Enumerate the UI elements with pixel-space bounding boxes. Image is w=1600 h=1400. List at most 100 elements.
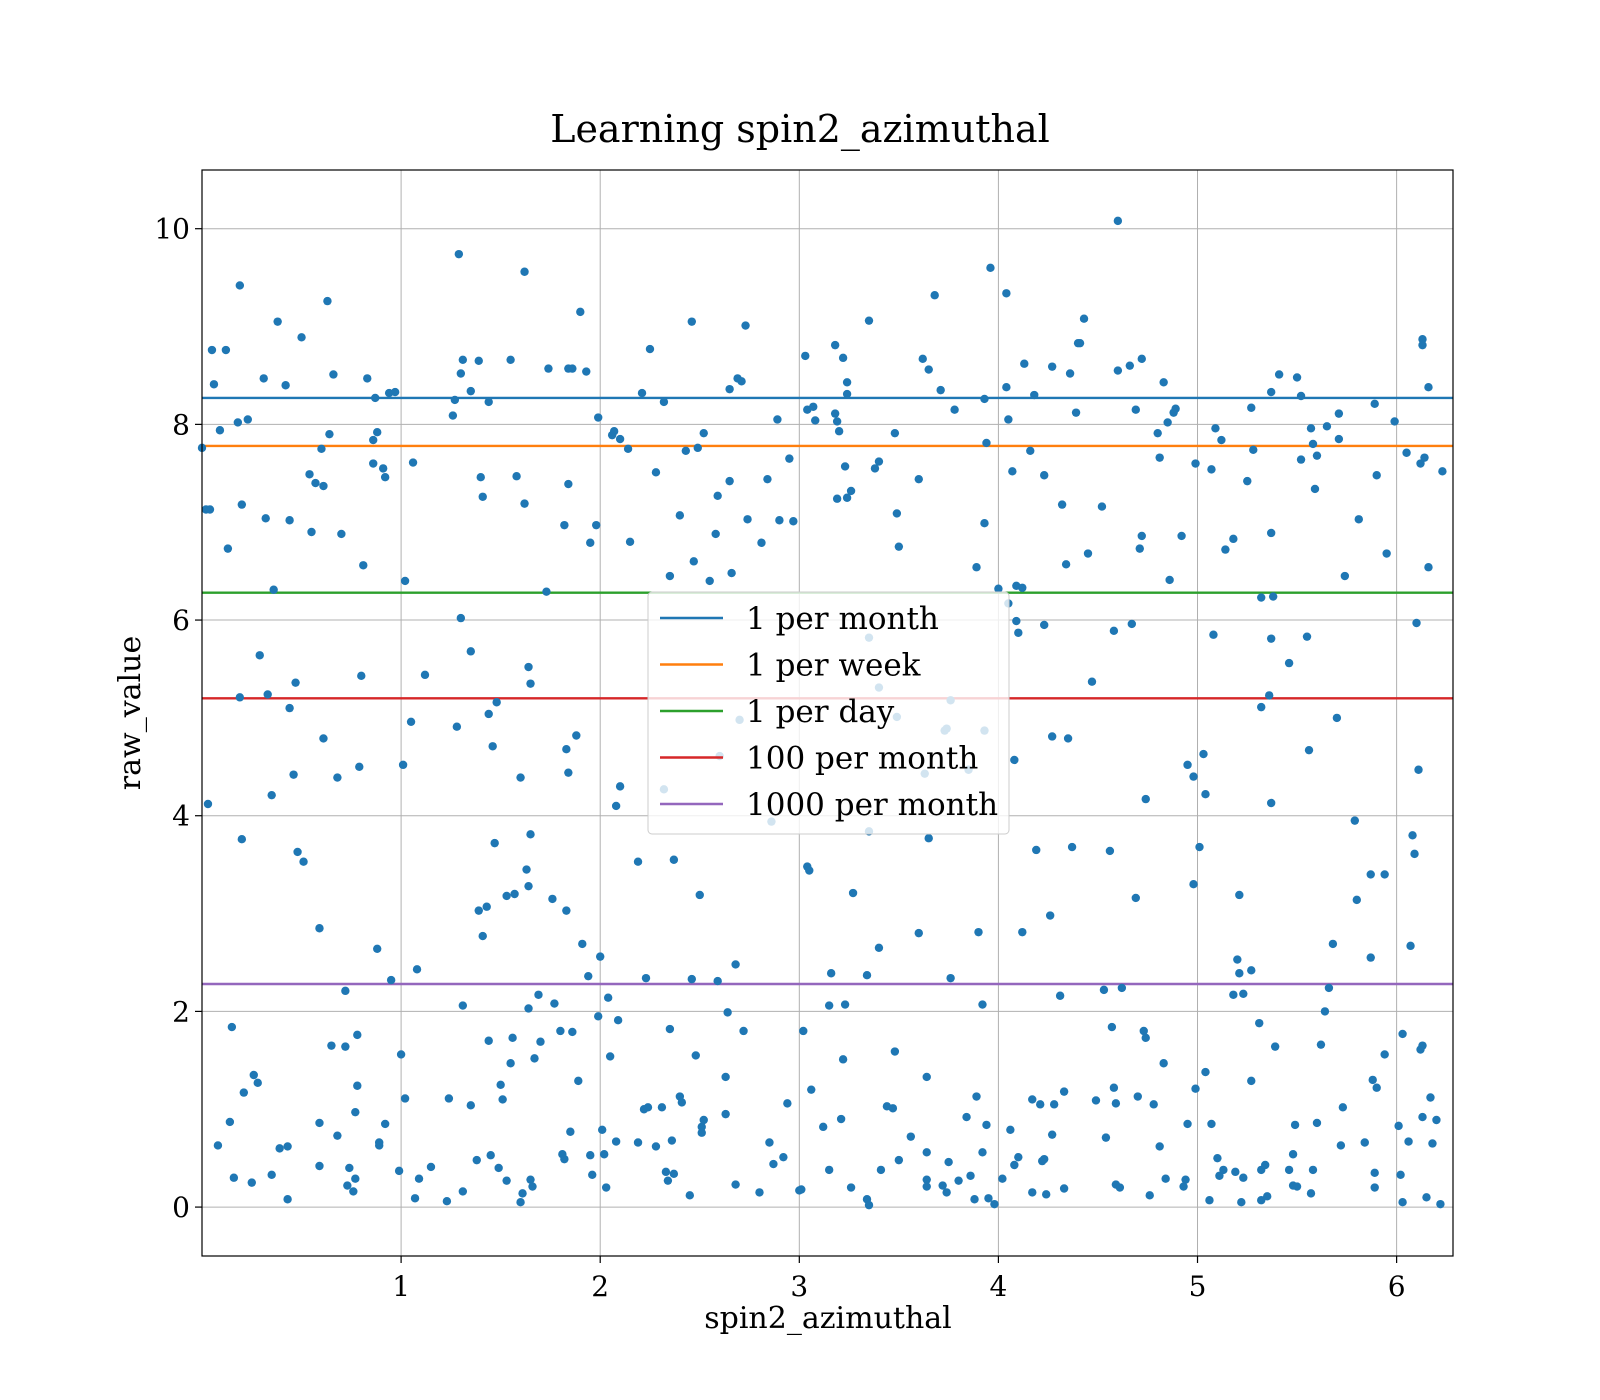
data-point — [249, 1070, 258, 1080]
data-point — [315, 924, 324, 933]
data-point — [289, 770, 298, 779]
data-point — [705, 576, 714, 586]
data-point — [267, 790, 276, 800]
data-point — [1266, 387, 1276, 397]
data-point — [375, 1141, 384, 1150]
data-point — [1360, 1138, 1369, 1147]
data-point — [1139, 1026, 1148, 1036]
data-point — [1137, 354, 1146, 364]
data-point — [315, 1118, 324, 1128]
data-point — [586, 1151, 595, 1160]
data-point — [651, 1142, 661, 1151]
data-point — [1018, 927, 1027, 937]
data-point — [520, 267, 529, 276]
data-point — [1268, 592, 1278, 601]
data-point — [380, 473, 390, 482]
data-point — [355, 762, 364, 772]
data-point — [542, 587, 551, 596]
x-axis-label: spin2_azimuthal — [704, 1301, 952, 1336]
data-point — [592, 520, 601, 530]
data-point — [633, 857, 643, 866]
data-point — [801, 351, 810, 361]
data-point — [870, 464, 880, 473]
data-point — [343, 1181, 352, 1190]
data-point — [484, 397, 493, 407]
data-point — [1338, 1103, 1348, 1112]
data-point — [1432, 1115, 1441, 1125]
data-point — [695, 890, 704, 900]
data-point — [466, 386, 475, 396]
data-point — [1177, 531, 1186, 541]
data-point — [1047, 1130, 1057, 1139]
data-point — [691, 1051, 700, 1060]
data-point — [562, 745, 571, 754]
data-point — [420, 670, 430, 680]
data-point — [237, 500, 247, 509]
data-point — [783, 1099, 792, 1108]
data-point — [524, 662, 533, 672]
data-point — [357, 671, 366, 681]
data-point — [1352, 895, 1361, 905]
data-point — [474, 356, 483, 365]
data-point — [1322, 422, 1332, 431]
data-point — [739, 1026, 748, 1036]
data-point — [1408, 831, 1417, 840]
data-point — [663, 1176, 673, 1185]
data-point — [207, 345, 217, 355]
data-point — [1366, 953, 1375, 962]
data-point — [496, 1080, 505, 1089]
data-point — [1191, 459, 1200, 468]
data-point — [637, 388, 647, 398]
data-point — [743, 515, 752, 524]
data-point — [1181, 1175, 1190, 1184]
data-point — [1087, 677, 1097, 686]
data-point — [484, 1036, 493, 1045]
data-point — [643, 1103, 653, 1112]
data-point — [721, 1072, 730, 1082]
data-point — [1004, 415, 1013, 424]
data-point — [510, 889, 519, 899]
data-point — [550, 999, 559, 1008]
data-point — [846, 486, 856, 496]
data-point — [498, 1095, 507, 1104]
y-axis-label: raw_value — [113, 636, 148, 790]
data-point — [568, 1027, 577, 1037]
data-point — [966, 1171, 975, 1180]
data-point — [609, 427, 619, 436]
data-point — [285, 703, 294, 713]
data-point — [574, 1076, 583, 1086]
data-point — [846, 1183, 856, 1192]
data-point — [998, 1174, 1007, 1183]
data-point — [1418, 1112, 1427, 1122]
data-point — [657, 1103, 667, 1112]
data-point — [625, 537, 635, 546]
y-tick-label: 6 — [172, 604, 190, 637]
data-point — [765, 1138, 774, 1147]
data-point — [687, 317, 696, 326]
data-point — [1030, 390, 1039, 400]
data-point — [864, 1200, 874, 1210]
data-point — [319, 481, 328, 491]
data-point — [978, 1148, 987, 1157]
data-point — [1183, 760, 1192, 770]
data-point — [359, 561, 368, 570]
data-point — [458, 1001, 468, 1010]
data-point — [283, 1142, 292, 1151]
x-tick-label: 5 — [1189, 1270, 1207, 1303]
data-point — [826, 969, 836, 978]
data-point — [1320, 1007, 1330, 1016]
x-tick-label: 6 — [1388, 1270, 1406, 1303]
data-point — [773, 415, 782, 424]
data-point — [323, 296, 332, 306]
data-point — [1219, 1165, 1228, 1175]
data-point — [1394, 1121, 1403, 1131]
data-point — [1135, 544, 1144, 553]
data-point — [1217, 435, 1226, 445]
data-point — [661, 1167, 671, 1177]
data-point — [1032, 845, 1041, 855]
data-point — [731, 1180, 740, 1189]
data-point — [1195, 842, 1204, 852]
data-point — [862, 971, 872, 980]
axis-ticks: 1 2 3 4 5 6 0 2 4 6 8 10 — [154, 213, 1405, 1303]
